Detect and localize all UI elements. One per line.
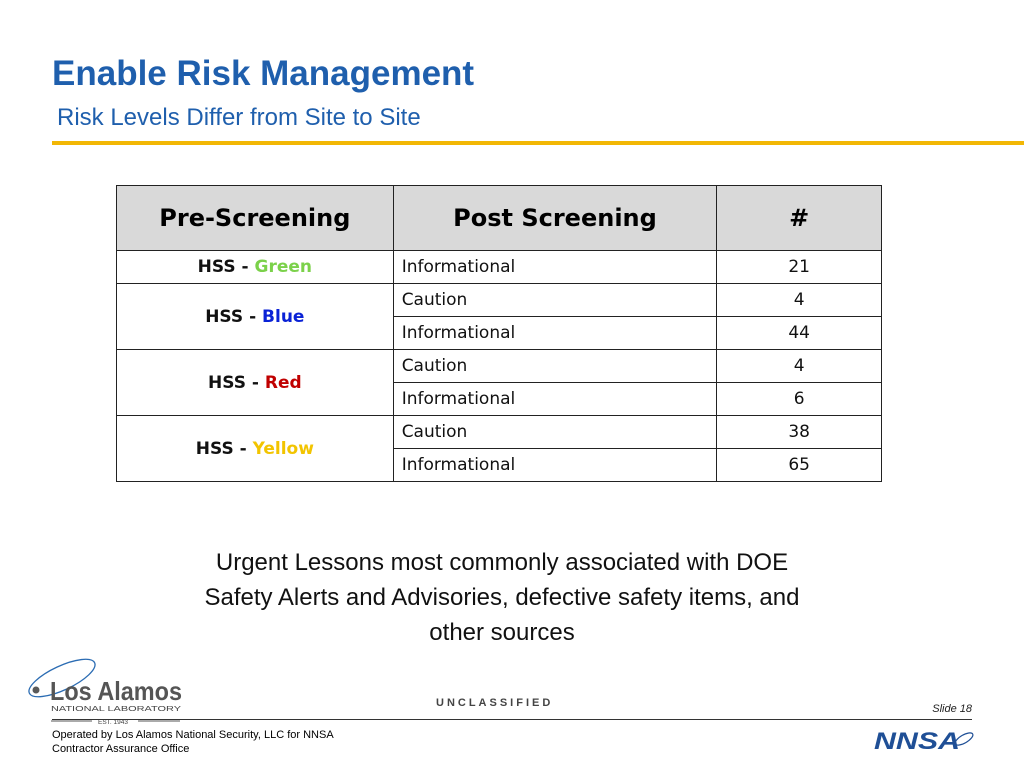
header-post-screening: Post Screening	[392, 185, 718, 251]
level-label-yellow: Yellow	[252, 438, 314, 459]
nnsa-logo-text: NNSA	[874, 728, 960, 754]
lanl-logo-tagline: NATIONAL LABORATORY	[51, 704, 181, 713]
post-screening-cell: Informational	[392, 382, 718, 416]
table-row: Informational 44	[117, 316, 882, 350]
lanl-logo-name: Los Alamos	[50, 676, 182, 706]
hss-prefix: HSS -	[197, 257, 255, 277]
table-row: HSS - Red Caution 4	[116, 349, 882, 416]
pre-screening-green: HSS - Green	[116, 250, 394, 284]
count-cell: 21	[716, 250, 882, 284]
count-cell: 4	[716, 349, 882, 383]
header-count: #	[716, 185, 882, 251]
classification-label: UNCLASSIFIED	[436, 697, 554, 709]
lanl-logo: Los Alamos NATIONAL LABORATORY EST. 1943	[28, 658, 182, 726]
table-header-row: Pre-Screening Post Screening #	[116, 185, 882, 251]
pre-screening-blue: HSS - Blue	[116, 283, 394, 350]
pre-screening-red: HSS - Red	[116, 349, 394, 416]
urgent-lessons-note: Urgent Lessons most commonly associated …	[204, 549, 800, 646]
logo-orbit	[28, 658, 96, 698]
nnsa-logo: NNSA	[874, 728, 974, 754]
title-underline	[52, 141, 1024, 145]
footer-divider	[52, 719, 972, 720]
table-row: Informational 65	[117, 448, 882, 482]
slide-title: Enable Risk Management	[52, 54, 475, 93]
footer-office: Contractor Assurance Office	[52, 743, 190, 755]
post-screening-cell: Caution	[392, 415, 718, 449]
post-screening-cell: Caution	[392, 283, 718, 317]
table-row: HSS - Green Informational 21	[116, 250, 882, 284]
post-screening-cell: Caution	[392, 349, 718, 383]
pre-screening-yellow: HSS - Yellow	[116, 415, 394, 482]
count-cell: 65	[716, 448, 882, 482]
level-label-green: Green	[254, 257, 313, 277]
risk-levels-table: Pre-Screening Post Screening # HSS - Gre…	[116, 185, 882, 482]
lanl-logo-est: EST. 1943	[98, 719, 128, 726]
count-cell: 44	[716, 316, 882, 350]
header-pre-screening: Pre-Screening	[116, 185, 394, 251]
post-screening-cell: Informational	[392, 250, 718, 284]
count-cell: 4	[716, 283, 882, 317]
hss-prefix: HSS -	[208, 372, 265, 393]
level-label-blue: Blue	[262, 306, 305, 327]
slide-number: Slide 18	[932, 703, 972, 715]
table-row: Informational 6	[117, 382, 882, 416]
post-screening-cell: Informational	[392, 448, 718, 482]
footer-operated-by: Operated by Los Alamos National Security…	[52, 729, 334, 741]
hss-prefix: HSS -	[205, 306, 263, 327]
nnsa-orbit-icon	[954, 732, 974, 746]
table-row: HSS - Yellow Caution 38	[116, 415, 882, 482]
table-row: HSS - Blue Caution 4	[116, 283, 882, 350]
logo-dot	[32, 686, 40, 694]
hss-prefix: HSS -	[195, 438, 253, 459]
slide-subtitle: Risk Levels Differ from Site to Site	[57, 104, 421, 131]
level-label-red: Red	[264, 372, 302, 393]
post-screening-cell: Informational	[392, 316, 718, 350]
count-cell: 38	[716, 415, 882, 449]
count-cell: 6	[716, 382, 882, 416]
